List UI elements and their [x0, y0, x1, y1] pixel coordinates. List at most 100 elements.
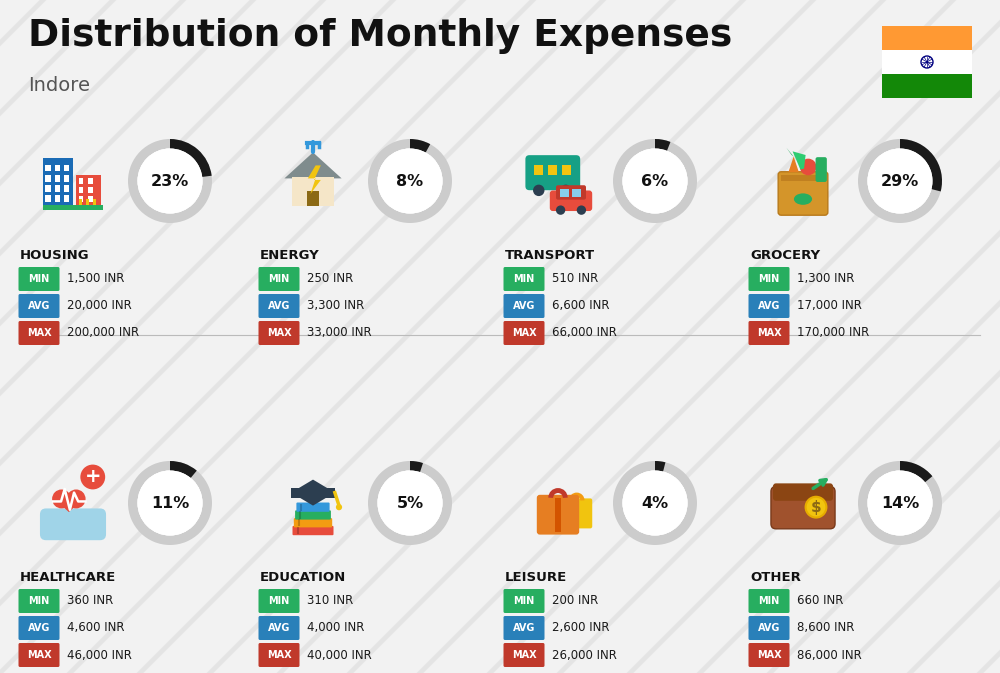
Wedge shape [128, 139, 212, 223]
FancyBboxPatch shape [40, 508, 106, 540]
Text: 4,000 INR: 4,000 INR [307, 621, 364, 635]
Text: AVG: AVG [268, 623, 290, 633]
FancyBboxPatch shape [550, 190, 592, 211]
Bar [43, 158, 73, 205]
Text: HOUSING: HOUSING [20, 249, 90, 262]
FancyBboxPatch shape [18, 321, 60, 345]
Circle shape [868, 149, 932, 213]
FancyBboxPatch shape [504, 589, 544, 613]
Text: AVG: AVG [28, 301, 50, 311]
Bar [93, 199, 96, 205]
Text: 6%: 6% [641, 174, 669, 188]
Circle shape [806, 497, 826, 518]
FancyBboxPatch shape [18, 589, 60, 613]
Bar [88, 187, 93, 193]
Text: 170,000 INR: 170,000 INR [797, 326, 869, 339]
FancyBboxPatch shape [504, 616, 544, 640]
Text: MIN: MIN [268, 596, 290, 606]
Text: MAX: MAX [512, 650, 536, 660]
FancyBboxPatch shape [295, 510, 331, 520]
Text: 8,600 INR: 8,600 INR [797, 621, 854, 635]
Bar [55, 195, 60, 202]
FancyBboxPatch shape [296, 503, 330, 511]
Text: AVG: AVG [513, 301, 535, 311]
Bar [781, 175, 825, 181]
Text: 11%: 11% [151, 495, 189, 511]
Bar [88, 178, 93, 184]
Bar [64, 185, 69, 192]
Bar [78, 197, 83, 202]
Text: 40,000 INR: 40,000 INR [307, 649, 372, 662]
FancyBboxPatch shape [18, 643, 60, 667]
Text: 4%: 4% [641, 495, 669, 511]
Text: OTHER: OTHER [750, 571, 801, 584]
Text: 20,000 INR: 20,000 INR [67, 299, 132, 312]
Bar [78, 199, 82, 205]
Wedge shape [368, 461, 452, 545]
Text: AVG: AVG [513, 623, 535, 633]
Circle shape [377, 470, 442, 536]
Text: 200,000 INR: 200,000 INR [67, 326, 139, 339]
Bar [572, 189, 581, 197]
Text: 33,000 INR: 33,000 INR [307, 326, 372, 339]
Bar [55, 185, 60, 192]
Wedge shape [368, 139, 452, 223]
Circle shape [622, 470, 688, 536]
FancyBboxPatch shape [748, 643, 790, 667]
Bar [78, 178, 83, 184]
Bar [45, 175, 51, 182]
Wedge shape [613, 461, 697, 545]
Circle shape [800, 159, 817, 175]
Wedge shape [410, 461, 423, 472]
Text: 3,300 INR: 3,300 INR [307, 299, 364, 312]
Bar [548, 166, 557, 175]
FancyBboxPatch shape [748, 589, 790, 613]
FancyBboxPatch shape [18, 616, 60, 640]
FancyBboxPatch shape [748, 321, 790, 345]
Text: MIN: MIN [513, 274, 535, 284]
Text: MAX: MAX [27, 650, 51, 660]
Circle shape [377, 470, 442, 536]
Circle shape [622, 149, 688, 213]
Polygon shape [54, 499, 83, 512]
Text: LEISURE: LEISURE [505, 571, 567, 584]
Text: 6,600 INR: 6,600 INR [552, 299, 610, 312]
Bar [555, 498, 561, 532]
Text: 660 INR: 660 INR [797, 594, 843, 608]
Circle shape [556, 205, 565, 215]
Text: AVG: AVG [758, 301, 780, 311]
Text: MAX: MAX [267, 328, 291, 338]
Ellipse shape [794, 193, 812, 205]
Bar [78, 187, 83, 193]
FancyBboxPatch shape [561, 499, 592, 528]
Text: MAX: MAX [27, 328, 51, 338]
Wedge shape [170, 461, 197, 478]
Circle shape [67, 489, 86, 508]
FancyBboxPatch shape [18, 294, 60, 318]
Wedge shape [410, 139, 430, 153]
FancyBboxPatch shape [748, 616, 790, 640]
Text: 510 INR: 510 INR [552, 273, 598, 285]
FancyBboxPatch shape [18, 267, 60, 291]
Text: 14%: 14% [881, 495, 919, 511]
FancyBboxPatch shape [748, 267, 790, 291]
FancyBboxPatch shape [748, 294, 790, 318]
Text: 310 INR: 310 INR [307, 594, 353, 608]
Circle shape [336, 504, 342, 510]
Circle shape [622, 149, 688, 213]
FancyBboxPatch shape [778, 172, 828, 215]
Wedge shape [655, 139, 670, 151]
Circle shape [868, 149, 932, 213]
FancyBboxPatch shape [258, 267, 299, 291]
Polygon shape [793, 151, 806, 170]
Bar [45, 165, 51, 172]
FancyBboxPatch shape [537, 495, 579, 534]
Circle shape [868, 470, 932, 536]
Polygon shape [284, 152, 342, 178]
Polygon shape [308, 166, 321, 194]
Text: +: + [85, 468, 101, 487]
Text: 23%: 23% [151, 174, 189, 188]
Text: $: $ [811, 499, 821, 515]
Bar [292, 178, 334, 206]
FancyBboxPatch shape [258, 616, 299, 640]
